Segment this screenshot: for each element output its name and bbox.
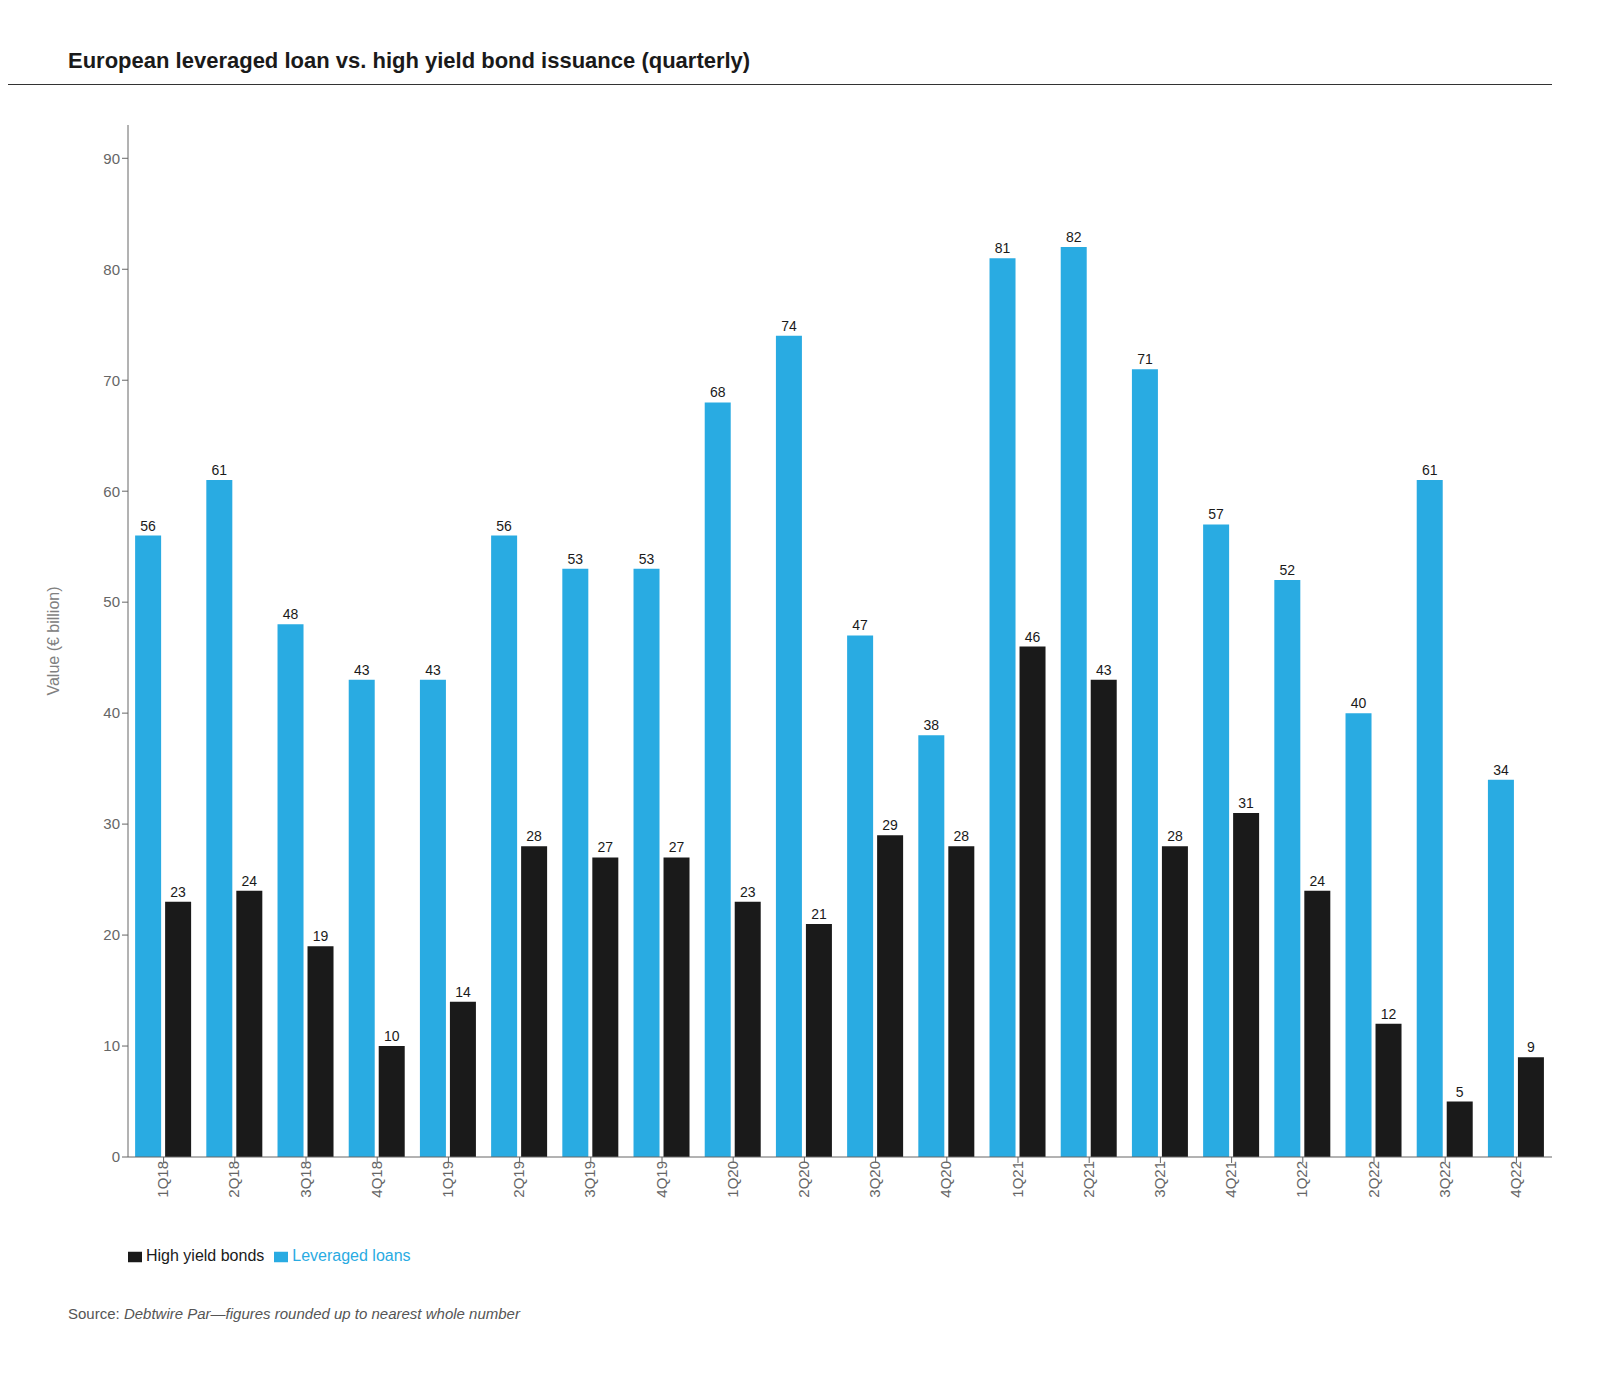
svg-text:43: 43 [425, 662, 441, 678]
svg-text:61: 61 [212, 462, 228, 478]
svg-text:80: 80 [103, 261, 120, 278]
svg-text:31: 31 [1238, 795, 1254, 811]
svg-text:4Q18: 4Q18 [368, 1161, 385, 1198]
svg-text:68: 68 [710, 384, 726, 400]
svg-text:2Q22: 2Q22 [1365, 1161, 1382, 1198]
svg-text:4Q20: 4Q20 [937, 1161, 954, 1198]
svg-text:53: 53 [639, 551, 655, 567]
html-text:European leveraged loan vs. hi: European leveraged loan vs. high yield b… [68, 48, 751, 73]
svg-text:10: 10 [103, 1037, 120, 1054]
svg-text:40: 40 [1351, 695, 1367, 711]
svg-text:50: 50 [103, 593, 120, 610]
svg-text:1Q22: 1Q22 [1293, 1161, 1310, 1198]
svg-text:48: 48 [283, 606, 299, 622]
svg-text:43: 43 [354, 662, 370, 678]
svg-text:27: 27 [669, 839, 685, 855]
svg-text:56: 56 [140, 518, 156, 534]
svg-text:30: 30 [103, 815, 120, 832]
svg-text:4Q21: 4Q21 [1222, 1161, 1239, 1198]
svg-text:52: 52 [1280, 562, 1296, 578]
html-text:Leveraged loans: Leveraged loans [292, 1247, 411, 1264]
svg-text:3Q20: 3Q20 [866, 1161, 883, 1198]
svg-text:2Q19: 2Q19 [510, 1161, 527, 1198]
svg-text:3Q22: 3Q22 [1436, 1161, 1453, 1198]
svg-text:9: 9 [1527, 1039, 1535, 1055]
svg-text:53: 53 [568, 551, 584, 567]
svg-text:4Q22: 4Q22 [1507, 1161, 1524, 1198]
svg-text:28: 28 [954, 828, 970, 844]
svg-text:47: 47 [852, 617, 868, 633]
svg-text:1Q19: 1Q19 [439, 1161, 456, 1198]
svg-text:3Q21: 3Q21 [1151, 1161, 1168, 1198]
svg-text:28: 28 [1167, 828, 1183, 844]
svg-text:81: 81 [995, 240, 1011, 256]
svg-text:3Q19: 3Q19 [581, 1161, 598, 1198]
svg-text:27: 27 [598, 839, 614, 855]
svg-text:4Q19: 4Q19 [653, 1161, 670, 1198]
svg-text:60: 60 [103, 483, 120, 500]
svg-text:23: 23 [170, 884, 186, 900]
svg-text:10: 10 [384, 1028, 400, 1044]
svg-text:Value (€ billion): Value (€ billion) [45, 586, 62, 695]
svg-text:2Q20: 2Q20 [795, 1161, 812, 1198]
svg-text:1Q18: 1Q18 [154, 1161, 171, 1198]
svg-text:28: 28 [526, 828, 542, 844]
svg-text:23: 23 [740, 884, 756, 900]
svg-text:14: 14 [455, 984, 471, 1000]
svg-text:24: 24 [242, 873, 258, 889]
svg-text:70: 70 [103, 372, 120, 389]
svg-text:21: 21 [811, 906, 827, 922]
svg-text:0: 0 [112, 1148, 120, 1165]
svg-text:40: 40 [103, 704, 120, 721]
svg-text:90: 90 [103, 150, 120, 167]
svg-text:82: 82 [1066, 229, 1082, 245]
svg-text:61: 61 [1422, 462, 1438, 478]
svg-text:43: 43 [1096, 662, 1112, 678]
svg-text:34: 34 [1493, 762, 1509, 778]
svg-text:71: 71 [1137, 351, 1153, 367]
svg-text:20: 20 [103, 926, 120, 943]
svg-text:24: 24 [1310, 873, 1326, 889]
svg-text:3Q18: 3Q18 [297, 1161, 314, 1198]
svg-text:56: 56 [496, 518, 512, 534]
svg-text:1Q20: 1Q20 [724, 1161, 741, 1198]
svg-text:2Q18: 2Q18 [225, 1161, 242, 1198]
svg-text:29: 29 [882, 817, 898, 833]
svg-text:2Q21: 2Q21 [1080, 1161, 1097, 1198]
svg-text:12: 12 [1381, 1006, 1397, 1022]
svg-text:74: 74 [781, 318, 797, 334]
html-text:Source: Debtwire Par—figures r: Source: Debtwire Par—figures rounded up … [68, 1305, 520, 1322]
html-text:High yield bonds: High yield bonds [146, 1247, 265, 1264]
svg-text:57: 57 [1208, 506, 1224, 522]
svg-text:1Q21: 1Q21 [1009, 1161, 1026, 1198]
svg-text:38: 38 [924, 717, 940, 733]
svg-text:19: 19 [313, 928, 329, 944]
svg-text:46: 46 [1025, 629, 1041, 645]
svg-text:5: 5 [1456, 1084, 1464, 1100]
